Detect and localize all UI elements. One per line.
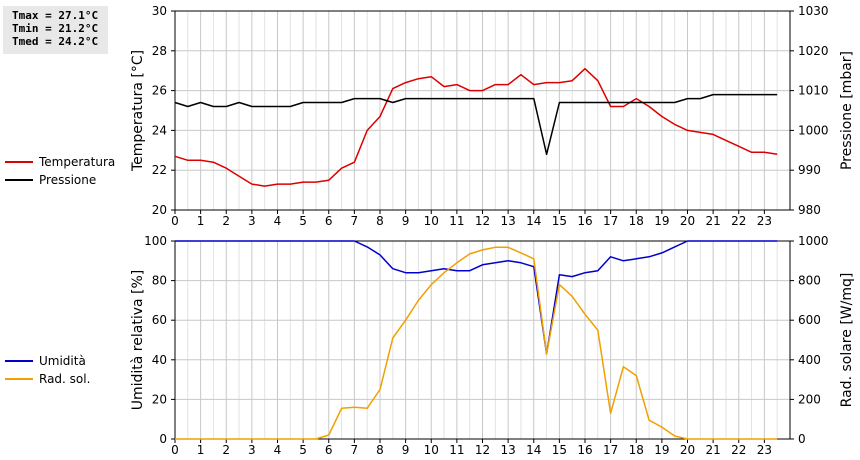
x-tick-label: 12 [475, 214, 490, 228]
y-tick-label-right: 1000 [798, 234, 829, 248]
x-tick-label: 22 [731, 443, 746, 457]
x-tick-label: 14 [526, 443, 541, 457]
y-tick-label-right: 1020 [798, 44, 829, 58]
x-tick-label: 15 [552, 443, 567, 457]
legend-label-radsol: Rad. sol. [39, 372, 91, 386]
y-axis-label-right: Rad. solare [W/mq] [839, 273, 855, 408]
x-tick-label: 21 [705, 443, 720, 457]
x-tick-label: 2 [222, 443, 230, 457]
x-tick-label: 7 [351, 214, 359, 228]
legend-bottom: Umidità Rad. sol. [5, 352, 90, 388]
y-tick-label-left: 100 [144, 234, 167, 248]
y-axis-label-left: Umidità relativa [%] [130, 270, 146, 411]
y-tick-label-left: 0 [159, 432, 167, 446]
x-tick-label: 14 [526, 214, 541, 228]
x-tick-label: 19 [654, 214, 669, 228]
x-tick-label: 10 [424, 214, 439, 228]
y-tick-label-left: 26 [152, 84, 167, 98]
tmed-text: Tmed = 24.2°C [12, 35, 99, 48]
x-tick-label: 2 [222, 214, 230, 228]
y-tick-label-left: 22 [152, 163, 167, 177]
x-tick-label: 5 [299, 443, 307, 457]
x-tick-label: 12 [475, 443, 490, 457]
x-tick-label: 3 [248, 214, 256, 228]
series-line-rad-sol- [175, 246, 778, 440]
y-tick-label-right: 0 [798, 432, 806, 446]
x-tick-label: 20 [680, 214, 695, 228]
x-tick-label: 0 [171, 443, 179, 457]
x-tick-label: 3 [248, 443, 256, 457]
y-tick-label-left: 20 [152, 392, 167, 406]
x-tick-label: 8 [376, 214, 384, 228]
y-tick-label-left: 30 [152, 4, 167, 18]
x-tick-label: 6 [325, 214, 333, 228]
x-tick-label: 11 [449, 214, 464, 228]
legend-top: Temperatura Pressione [5, 153, 115, 189]
x-tick-label: 11 [449, 443, 464, 457]
x-tick-label: 1 [197, 214, 205, 228]
x-tick-label: 1 [197, 443, 205, 457]
x-tick-label: 23 [757, 443, 772, 457]
x-tick-label: 19 [654, 443, 669, 457]
y-tick-label-right: 1000 [798, 123, 829, 137]
tmax-text: Tmax = 27.1°C [12, 9, 99, 22]
series-line-temperatura [174, 67, 778, 187]
legend-item-temperatura: Temperatura [5, 153, 115, 171]
y-tick-label-right: 1030 [798, 4, 829, 18]
legend-label-temperatura: Temperatura [39, 155, 116, 169]
x-tick-label: 21 [705, 214, 720, 228]
legend-label-umidita: Umidità [39, 354, 86, 368]
legend-swatch-radsol [5, 378, 33, 380]
x-tick-label: 17 [603, 214, 618, 228]
stats-box: Tmax = 27.1°C Tmin = 21.2°C Tmed = 24.2°… [3, 6, 108, 54]
x-tick-label: 17 [603, 443, 618, 457]
legend-label-pressione: Pressione [39, 173, 97, 187]
y-tick-label-left: 20 [152, 203, 167, 217]
x-tick-label: 8 [376, 443, 384, 457]
legend-swatch-umidita [5, 360, 33, 362]
x-tick-label: 13 [500, 443, 515, 457]
y-tick-label-left: 24 [152, 123, 167, 137]
x-tick-label: 18 [629, 214, 644, 228]
y-tick-label-right: 400 [798, 353, 821, 367]
y-tick-label-left: 28 [152, 44, 167, 58]
y-axis-label-right: Pressione [mbar] [839, 51, 855, 170]
y-tick-label-right: 1010 [798, 84, 829, 98]
legend-swatch-pressione [5, 179, 33, 181]
x-tick-label: 22 [731, 214, 746, 228]
y-tick-label-right: 200 [798, 392, 821, 406]
y-tick-label-left: 80 [152, 274, 167, 288]
legend-swatch-temperatura [5, 161, 33, 163]
x-tick-label: 5 [299, 214, 307, 228]
y-axis-label-left: Temperatura [°C] [130, 50, 146, 172]
legend-item-umidita: Umidità [5, 352, 90, 370]
x-tick-label: 16 [577, 214, 592, 228]
x-tick-label: 13 [500, 214, 515, 228]
x-tick-label: 18 [629, 443, 644, 457]
series-line-pressione [174, 93, 778, 156]
x-tick-label: 15 [552, 214, 567, 228]
legend-item-radsol: Rad. sol. [5, 370, 90, 388]
x-tick-label: 10 [424, 443, 439, 457]
x-tick-label: 7 [351, 443, 359, 457]
x-tick-label: 4 [274, 443, 282, 457]
y-tick-label-right: 800 [798, 274, 821, 288]
x-tick-label: 6 [325, 443, 333, 457]
x-tick-label: 0 [171, 214, 179, 228]
tmin-text: Tmin = 21.2°C [12, 22, 99, 35]
x-tick-label: 9 [402, 443, 410, 457]
x-tick-label: 20 [680, 443, 695, 457]
series-line-umidit- [175, 240, 778, 355]
y-tick-label-left: 40 [152, 353, 167, 367]
x-tick-label: 23 [757, 214, 772, 228]
legend-item-pressione: Pressione [5, 171, 115, 189]
y-tick-label-left: 60 [152, 313, 167, 327]
y-tick-label-right: 600 [798, 313, 821, 327]
x-tick-label: 16 [577, 443, 592, 457]
y-tick-label-right: 990 [798, 163, 821, 177]
x-tick-label: 9 [402, 214, 410, 228]
x-tick-label: 4 [274, 214, 282, 228]
y-tick-label-right: 980 [798, 203, 821, 217]
